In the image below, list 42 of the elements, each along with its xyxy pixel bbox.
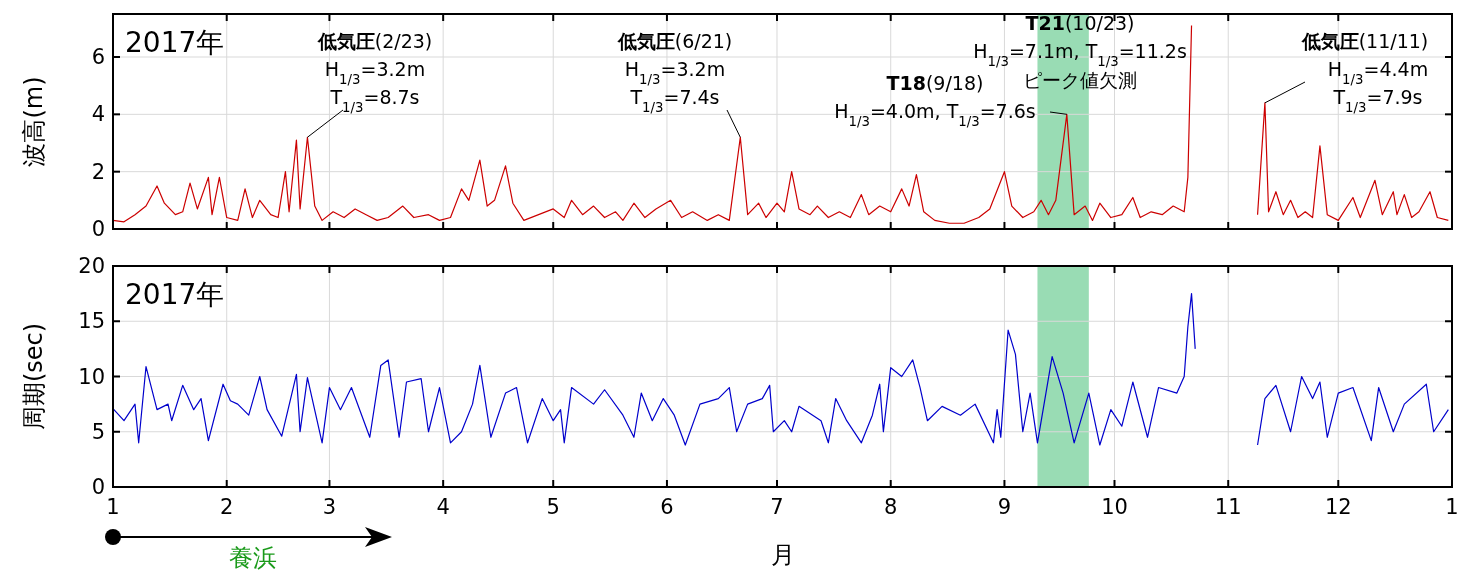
x-tick-label: 1 — [106, 495, 120, 519]
annotation: ピーク値欠測 — [1023, 69, 1137, 91]
y-tick-label: 10 — [78, 364, 105, 389]
x-tick-label: 8 — [884, 495, 898, 519]
annotation: 低気圧(6/21) — [616, 30, 733, 52]
annotation: H$_{1/3}$=4.4m — [1327, 58, 1429, 87]
x-tick-label: 5 — [546, 495, 560, 519]
y-tick-label: 20 — [78, 254, 105, 278]
x-tick-label: 12 — [1324, 495, 1352, 519]
annotation: T$_{1/3}$=7.9s — [1332, 86, 1423, 115]
y-tick-label: 2 — [91, 159, 105, 184]
annotation: 低気圧(2/23) — [316, 30, 433, 52]
annotation: H$_{1/3}$=7.1m, T$_{1/3}$=11.2s — [973, 40, 1187, 69]
y-axis-title: 波高(m) — [20, 76, 48, 167]
x-tick-label: 3 — [322, 495, 337, 519]
y-tick-label: 15 — [78, 309, 105, 334]
x-tick-label: 7 — [770, 495, 784, 519]
y-axis-title: 周期(sec) — [20, 322, 48, 431]
annotation: T21(10/23) — [1025, 12, 1135, 34]
y-tick-label: 0 — [91, 217, 105, 241]
text: 養浜 — [229, 544, 277, 572]
x-tick-label: 11 — [1214, 495, 1242, 519]
x-tick-label: 2 — [220, 495, 234, 519]
y-tick-label: 4 — [91, 102, 105, 127]
x-axis-title: 月 — [770, 541, 795, 569]
x-tick-label: 6 — [660, 495, 674, 519]
x-tick-label: 9 — [997, 495, 1012, 519]
annotation: H$_{1/3}$=3.2m — [624, 58, 726, 87]
y-tick-label: 0 — [91, 475, 105, 499]
annotation: T$_{1/3}$=8.7s — [329, 86, 420, 115]
x-tick-label: 1 — [1445, 495, 1459, 519]
x-tick-label: 4 — [436, 495, 450, 519]
x-tick-label: 10 — [1101, 495, 1128, 519]
annotation: 低気圧(11/11) — [1300, 30, 1429, 52]
text: 2017年 — [125, 278, 225, 311]
text: 2017年 — [125, 26, 225, 59]
y-tick-label: 5 — [91, 419, 105, 444]
annotation: T$_{1/3}$=7.4s — [629, 86, 720, 115]
annotation: T18(9/18) — [886, 72, 984, 94]
annotation: H$_{1/3}$=4.0m, T$_{1/3}$=7.6s — [834, 100, 1036, 129]
y-tick-label: 6 — [91, 45, 105, 69]
annotation: H$_{1/3}$=3.2m — [324, 58, 426, 87]
